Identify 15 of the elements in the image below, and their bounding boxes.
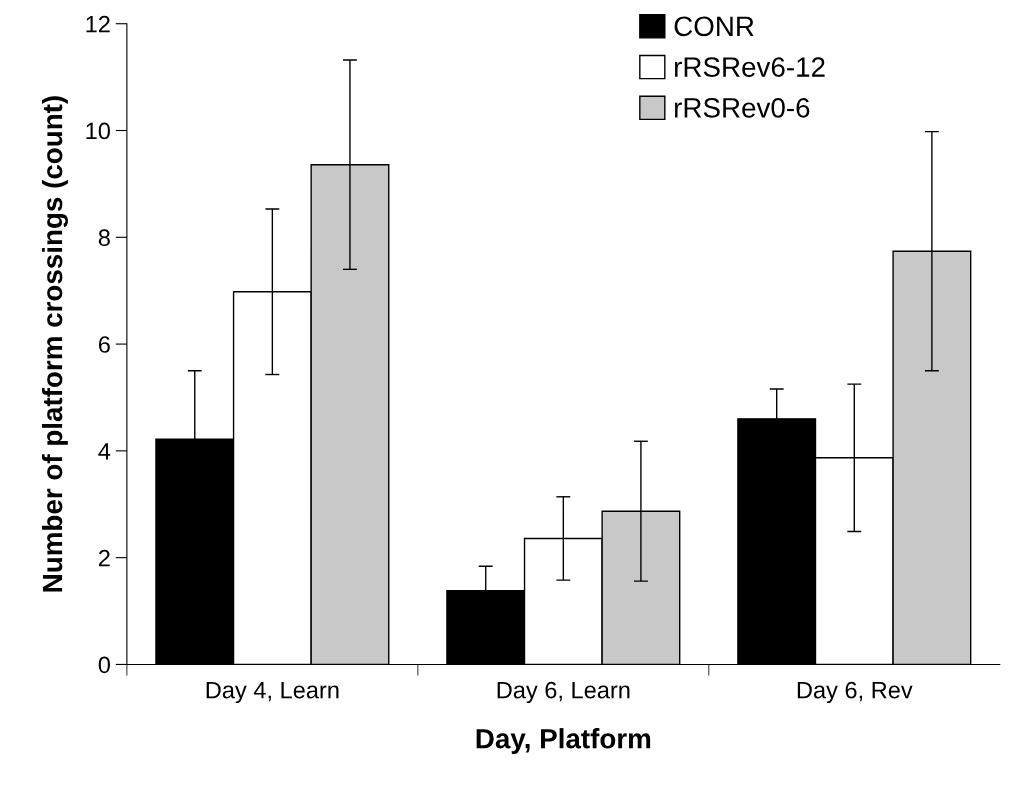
legend-label: CONR: [674, 16, 754, 37]
y-tick-label: 4: [98, 443, 111, 460]
y-axis-title: Number of platform crossings (count): [41, 96, 68, 592]
y-tick-label: 8: [98, 229, 110, 247]
legend-label: rRSRev0-6: [675, 98, 810, 118]
x-tick-label: Day 6, Rev: [797, 681, 913, 704]
y-tick-label: 10: [86, 122, 110, 140]
y-tick-label: 6: [98, 336, 110, 353]
y-tick-label: 12: [86, 15, 110, 33]
legend-label: rRSRev6-12: [675, 57, 825, 77]
x-tick-label: Day 6, Learn: [497, 681, 630, 704]
y-tick-label: 0: [98, 656, 110, 674]
y-tick-label: 2: [98, 549, 110, 567]
x-axis-title: Day, Platform: [476, 728, 651, 755]
x-tick-label: Day 4, Learn: [206, 681, 339, 704]
